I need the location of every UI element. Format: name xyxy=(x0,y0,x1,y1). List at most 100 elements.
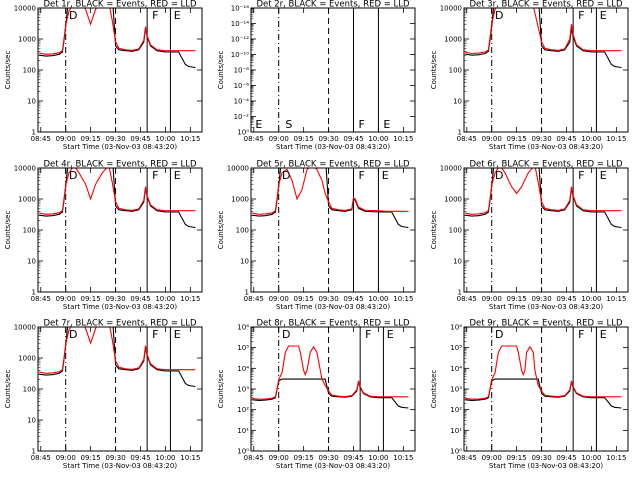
x-tick-label: 10:15 xyxy=(606,295,626,303)
x-tick-label: 08:45 xyxy=(244,135,264,143)
plot-frame xyxy=(463,326,629,452)
panel-det-2: Det 2r, BLACK = Events, RED = LLD E S F E 10⁰… xyxy=(217,0,416,151)
y-tick-label: 10 xyxy=(453,258,462,266)
x-axis-label: Start Time (03-Nov-03 08:43:20) xyxy=(63,462,177,470)
y-tick-label: 10⁰ xyxy=(237,129,249,137)
y-tick-label: 10⁵ xyxy=(450,344,462,352)
event-marker: F xyxy=(358,169,364,182)
event-marker: E xyxy=(174,328,181,341)
x-tick-label: 09:00 xyxy=(269,135,289,143)
y-tick-label: 10⁻¹⁶ xyxy=(231,5,249,13)
x-tick-label: 08:45 xyxy=(244,454,264,462)
y-tick-label: 10³ xyxy=(237,386,249,394)
x-tick-label: 10:00 xyxy=(155,295,175,303)
y-tick-label: 10¹ xyxy=(450,427,462,435)
x-tick-label: 09:45 xyxy=(343,135,363,143)
event-marker: D xyxy=(282,169,290,182)
x-tick-label: 10:00 xyxy=(581,135,601,143)
x-tick-label: 09:00 xyxy=(482,135,502,143)
event-marker: F xyxy=(358,118,364,131)
x-tick-label: 10:00 xyxy=(368,295,388,303)
x-tick-label: 09:15 xyxy=(294,295,314,303)
x-tick-label: 10:15 xyxy=(393,295,413,303)
event-marker: D xyxy=(495,9,503,22)
event-marker: E xyxy=(255,118,262,131)
x-tick-label: 09:15 xyxy=(81,454,101,462)
x-tick-label: 10:00 xyxy=(368,454,388,462)
y-tick-label: 10⁶ xyxy=(450,324,462,332)
x-tick-label: 09:30 xyxy=(531,454,551,462)
y-tick-label: 100 xyxy=(449,67,462,75)
y-tick-label: 100 xyxy=(449,227,462,235)
plot-frame xyxy=(463,7,629,133)
x-tick-label: 09:30 xyxy=(105,135,125,143)
y-tick-label: 10 xyxy=(453,98,462,106)
panel-title: Det 3r, BLACK = Events, RED = LLD xyxy=(469,0,623,10)
x-tick-label: 08:45 xyxy=(31,135,51,143)
y-tick-label: 10⁻⁸ xyxy=(234,67,250,75)
x-axis-label: Start Time (03-Nov-03 08:43:20) xyxy=(276,143,390,151)
event-marker: E xyxy=(174,169,181,182)
x-axis-label: Start Time (03-Nov-03 08:43:20) xyxy=(276,462,390,470)
plot-frame xyxy=(250,7,416,133)
y-tick-label: 10000 xyxy=(14,5,36,13)
y-tick-label: 1 xyxy=(32,289,36,297)
y-axis-label: Counts/sec xyxy=(217,211,225,250)
y-axis-label: Counts/sec xyxy=(217,370,225,409)
y-tick-label: 10⁰ xyxy=(450,448,462,456)
y-tick-label: 100 xyxy=(23,227,36,235)
x-tick-label: 09:30 xyxy=(531,135,551,143)
series-lld xyxy=(39,168,196,215)
x-tick-label: 09:15 xyxy=(81,135,101,143)
x-tick-label: 09:00 xyxy=(482,454,502,462)
x-axis-label: Start Time (03-Nov-03 08:43:20) xyxy=(489,462,603,470)
x-tick-label: 08:45 xyxy=(31,454,51,462)
x-tick-label: 09:45 xyxy=(130,454,150,462)
x-tick-label: 10:15 xyxy=(606,135,626,143)
x-axis-label: Start Time (03-Nov-03 08:43:20) xyxy=(63,303,177,311)
event-marker: D xyxy=(282,328,290,341)
x-tick-label: 09:30 xyxy=(531,295,551,303)
y-axis-label: Counts/sec xyxy=(430,51,438,90)
panel-title: Det 8r, BLACK = Events, RED = LLD xyxy=(256,319,410,329)
series-events xyxy=(39,8,196,69)
panel-title: Det 4r, BLACK = Events, RED = LLD xyxy=(43,160,197,170)
y-tick-label: 1000 xyxy=(18,196,36,204)
event-marker: E xyxy=(600,169,607,182)
event-marker: D xyxy=(69,328,77,341)
y-axis-label: Counts/sec xyxy=(4,370,12,409)
y-tick-label: 10³ xyxy=(450,386,462,394)
y-tick-label: 1000 xyxy=(231,196,249,204)
x-tick-label: 10:15 xyxy=(606,454,626,462)
event-marker: F xyxy=(152,328,158,341)
y-tick-label: 100 xyxy=(23,67,36,75)
panel-title: Det 7r, BLACK = Events, RED = LLD xyxy=(43,319,197,329)
y-tick-label: 100 xyxy=(236,227,249,235)
plot-frame xyxy=(37,7,203,133)
event-marker: F xyxy=(578,9,584,22)
series-lld xyxy=(252,345,409,400)
y-axis-label: Counts/sec xyxy=(430,211,438,250)
event-marker: E xyxy=(383,118,390,131)
x-tick-label: 09:30 xyxy=(318,454,338,462)
y-tick-label: 10000 xyxy=(227,165,249,173)
y-tick-label: 10⁴ xyxy=(450,365,462,373)
plot-frame xyxy=(37,326,203,452)
x-axis-label: Start Time (03-Nov-03 08:43:20) xyxy=(63,143,177,151)
x-tick-label: 10:15 xyxy=(180,135,200,143)
x-tick-label: 10:00 xyxy=(155,454,175,462)
y-tick-label: 10⁻⁴ xyxy=(234,98,250,106)
x-tick-label: 09:45 xyxy=(130,135,150,143)
event-marker: E xyxy=(600,328,607,341)
plot-frame xyxy=(250,326,416,452)
x-tick-label: 09:30 xyxy=(318,295,338,303)
y-tick-label: 1 xyxy=(245,289,249,297)
y-tick-label: 10⁶ xyxy=(237,324,249,332)
y-tick-label: 10⁻² xyxy=(234,113,250,121)
y-tick-label: 10⁴ xyxy=(237,365,249,373)
